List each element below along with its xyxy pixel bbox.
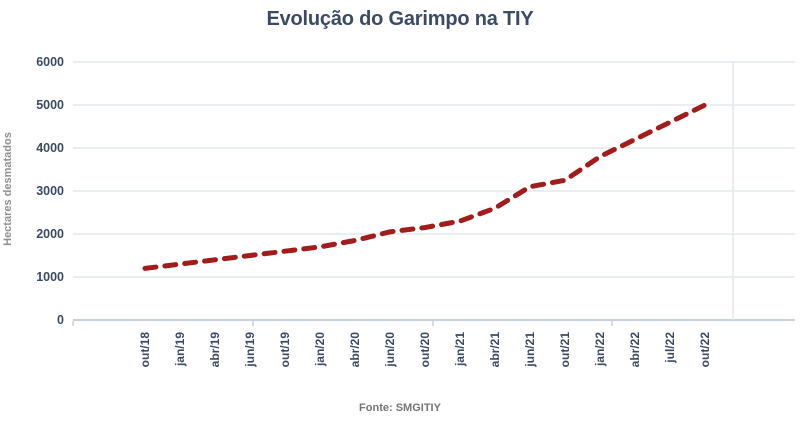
y-tick-label: 0: [57, 313, 64, 327]
x-tick-label: abr/19: [208, 332, 222, 368]
chart-title: Evolução do Garimpo na TIY: [266, 8, 534, 30]
x-tick-label: out/22: [698, 332, 712, 368]
x-tick-label: abr/22: [628, 332, 642, 368]
x-tick-label: out/21: [558, 332, 572, 368]
y-tick-label: 5000: [36, 98, 64, 112]
y-axis-title: Hectares desmatados: [2, 132, 14, 246]
y-tick-label: 6000: [36, 55, 64, 69]
y-tick-label: 4000: [36, 141, 64, 155]
x-tick-label: jun/21: [523, 332, 537, 368]
x-tick-label: jul/22: [663, 332, 677, 364]
x-tick-label: out/19: [278, 332, 292, 368]
x-tick-label: out/18: [138, 332, 152, 368]
y-tick-label: 2000: [36, 227, 64, 241]
x-tick-label: abr/20: [348, 332, 362, 368]
data-line: [142, 102, 708, 271]
y-tick-label: 3000: [36, 184, 64, 198]
x-tick-label: jun/20: [383, 332, 397, 368]
y-tick-label: 1000: [36, 270, 64, 284]
x-tick-label: jun/19: [243, 332, 257, 368]
x-tick-label: abr/21: [488, 332, 502, 368]
x-tick-label: jan/21: [453, 332, 467, 367]
source-caption: Fonte: SMGITIY: [359, 402, 441, 414]
x-tick-label: out/20: [418, 332, 432, 368]
x-tick-label: jan/19: [173, 332, 187, 367]
x-tick-label: jan/22: [593, 332, 607, 367]
x-tick-label: jan/20: [313, 332, 327, 367]
